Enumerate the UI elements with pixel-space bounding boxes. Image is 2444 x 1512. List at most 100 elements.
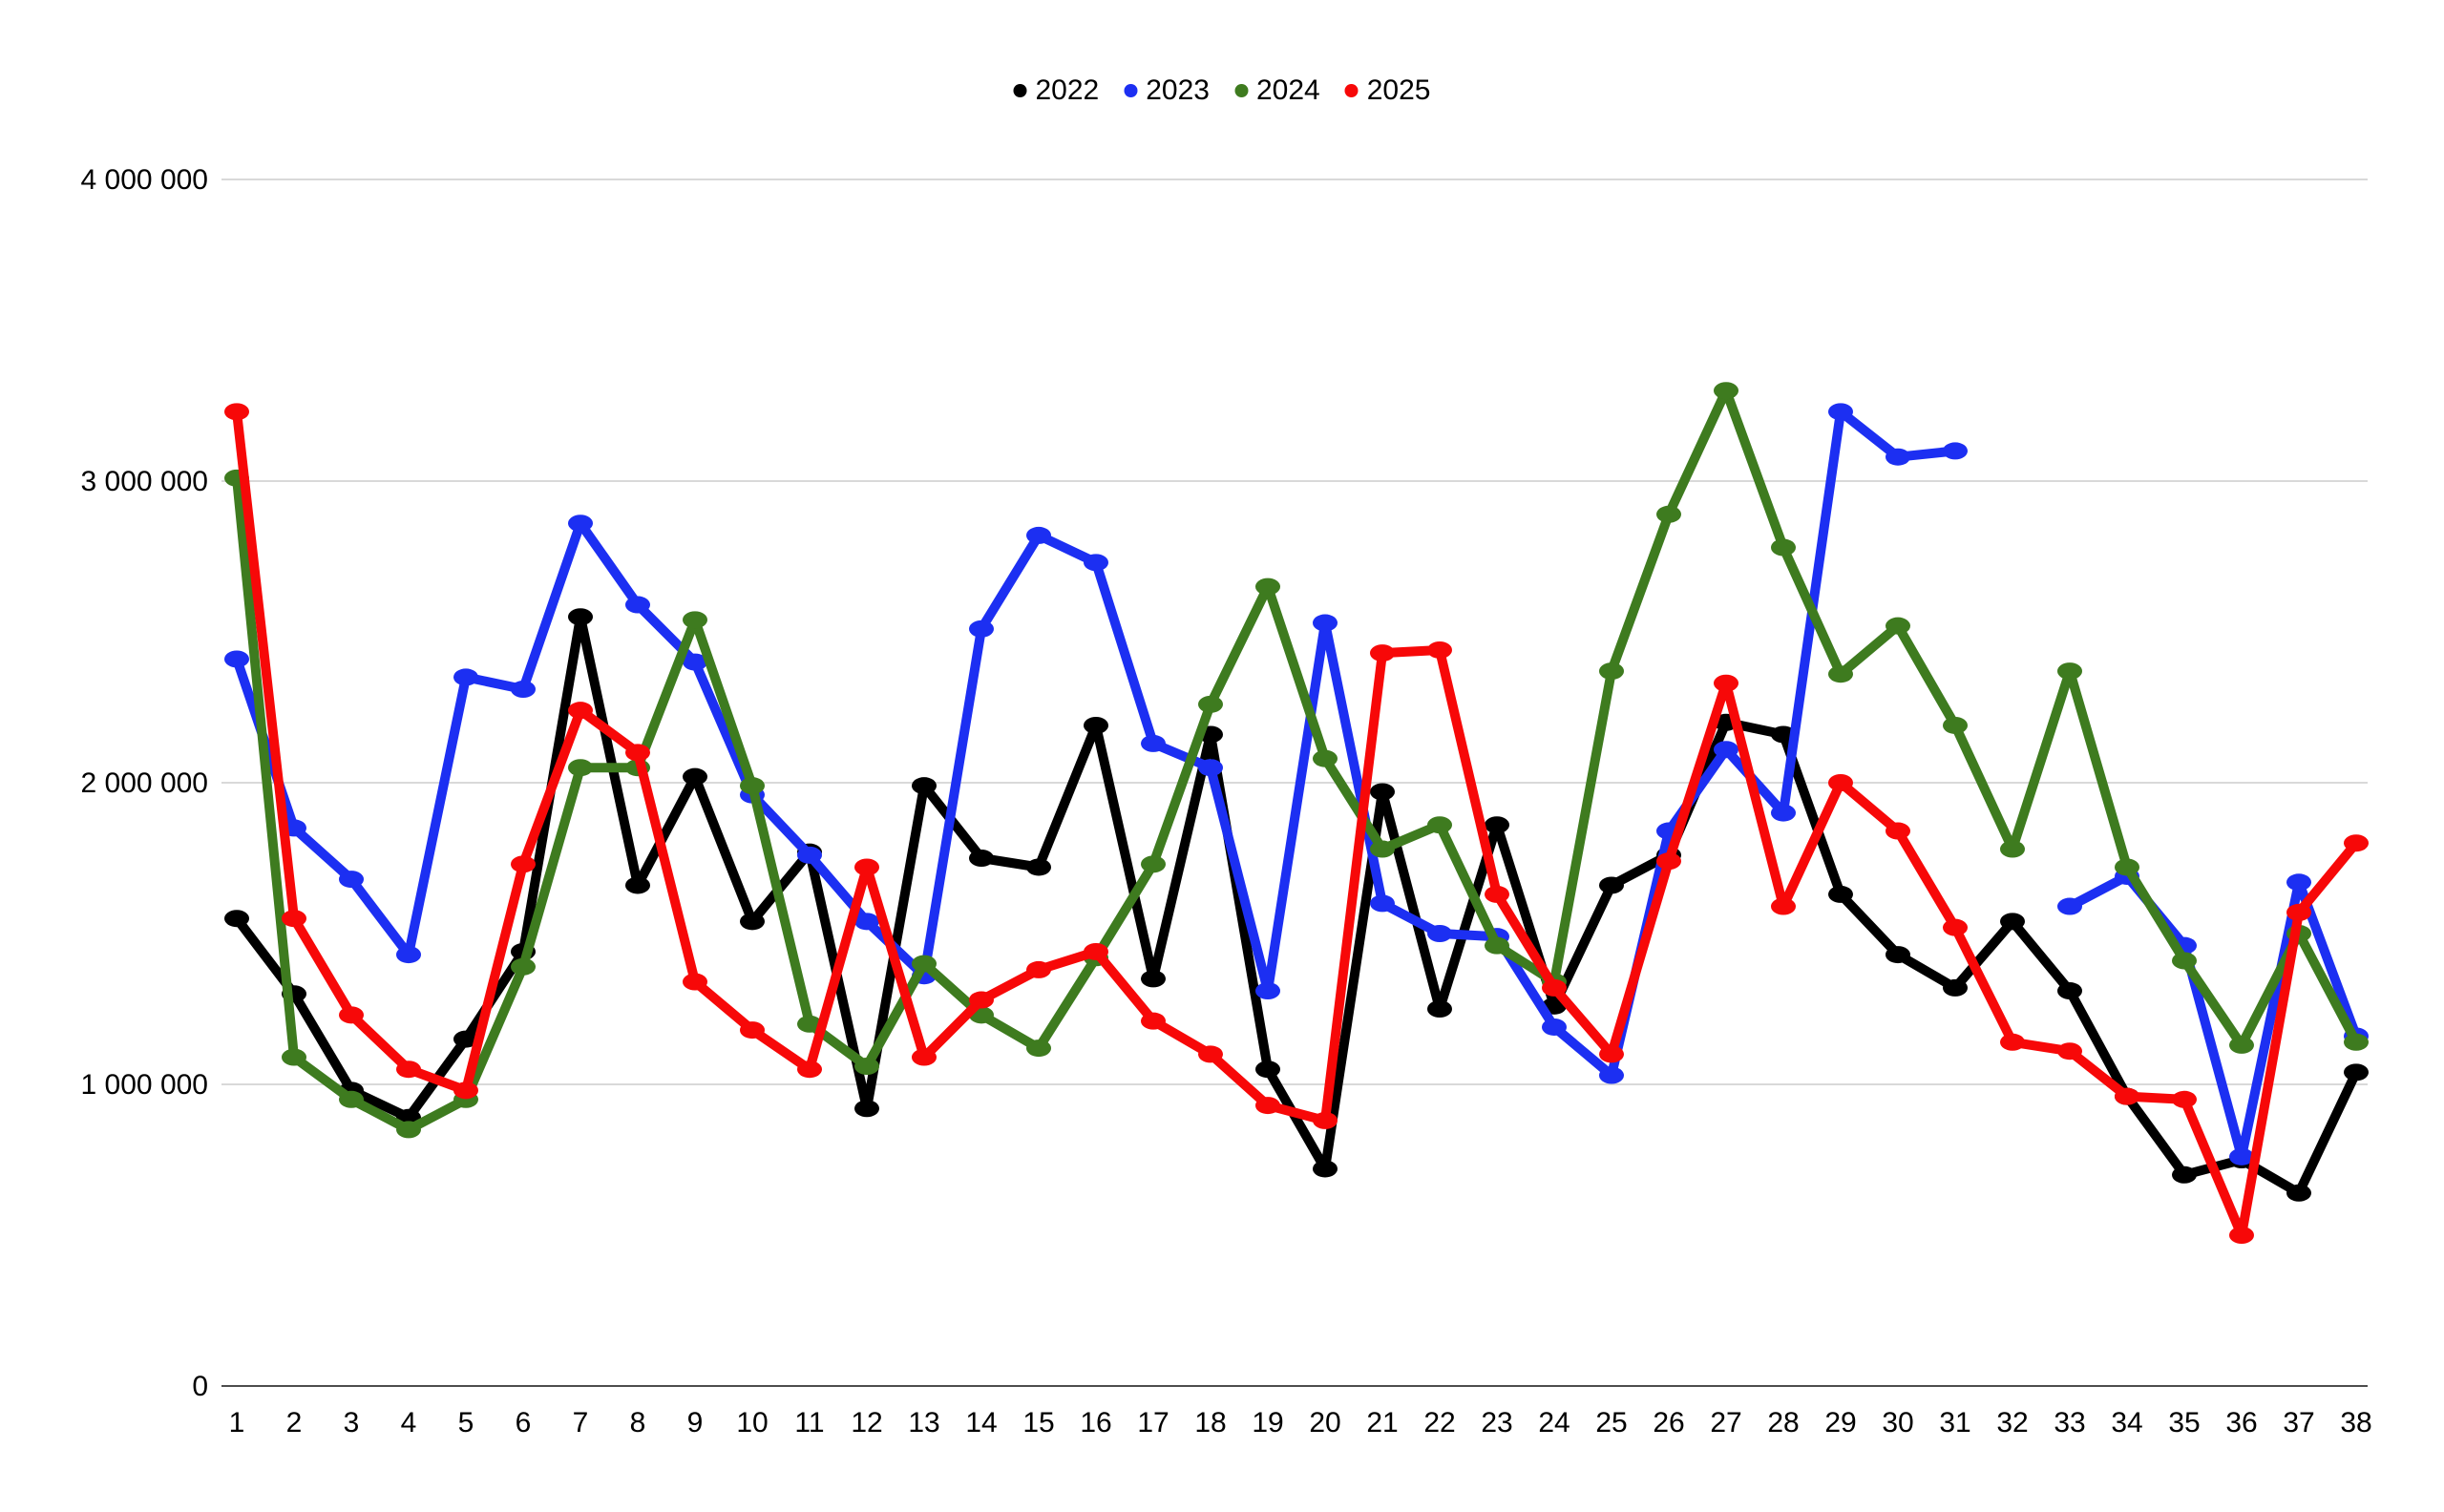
series-2024-point: [396, 1121, 421, 1139]
series-2022-point: [1026, 858, 1051, 876]
series-2024-point: [1255, 578, 1280, 596]
series-2025-point: [282, 910, 306, 928]
series-2022-point: [2172, 1166, 2197, 1184]
series-2024-point: [1656, 505, 1681, 523]
x-tick-label: 35: [2168, 1407, 2200, 1438]
series-2024-point: [1427, 816, 1452, 834]
series-2024-point: [2172, 952, 2197, 970]
legend-label: 2022: [1035, 74, 1100, 106]
x-tick-label: 9: [687, 1407, 704, 1438]
legend-dot-2025: [1344, 84, 1359, 97]
series-2022-point: [854, 1100, 879, 1118]
series-2023-point: [797, 846, 822, 864]
series-2022-point: [1084, 716, 1108, 734]
series-2024-point: [1485, 936, 1509, 955]
series-2023-point: [1255, 982, 1280, 1000]
legend-label: 2024: [1256, 74, 1320, 106]
series-2023-point: [2229, 1147, 2254, 1166]
series-2024-point: [1943, 716, 1968, 734]
series-2025-point: [1542, 978, 1567, 997]
series-2023-point: [511, 681, 536, 699]
series-2023-point: [1084, 554, 1108, 572]
series-2025-line: [232, 407, 2361, 1240]
series-2024-point: [1599, 662, 1624, 681]
series-2025-point: [1714, 674, 1738, 692]
x-tick-label: 16: [1080, 1407, 1111, 1438]
series-2024-point: [2000, 840, 2025, 858]
legend-item-2024: 2024: [1234, 74, 1320, 107]
series-2023-point: [683, 653, 707, 671]
x-tick-label: 7: [573, 1407, 589, 1438]
x-tick-label: 34: [2111, 1407, 2142, 1438]
series-2023-point: [1542, 1018, 1567, 1036]
series-2025-point: [683, 973, 707, 991]
series-2023-point: [2286, 873, 2311, 892]
series-2022-point: [224, 910, 249, 928]
series-2022-point: [1828, 885, 1853, 903]
series-2025-point: [1828, 774, 1853, 791]
series-2023-point: [224, 650, 249, 668]
legend-dot-2022: [1013, 84, 1027, 97]
legend-label: 2025: [1366, 74, 1431, 106]
series-2023-point: [854, 913, 879, 931]
series-2023-point: [1599, 1066, 1624, 1084]
x-tick-label: 13: [908, 1407, 939, 1438]
series-2024-point: [854, 1058, 879, 1076]
series-2025-point: [2115, 1087, 2139, 1105]
x-tick-label: 14: [965, 1407, 997, 1438]
series-2023-point: [969, 620, 994, 638]
x-tick-label: 29: [1824, 1407, 1856, 1438]
series-2025-point: [2344, 834, 2369, 852]
series-2023-point: [1771, 804, 1796, 822]
series-2022-point: [740, 913, 765, 931]
series-2025-point: [969, 991, 994, 1009]
series-2025-point: [339, 1006, 364, 1024]
series-2024-point: [339, 1090, 364, 1108]
series-2024-point: [511, 957, 536, 976]
series-2022-point: [683, 767, 707, 786]
series-2024-point: [683, 611, 707, 629]
y-tick-label: 0: [192, 1371, 208, 1402]
series-2024-point: [568, 759, 593, 777]
series-2023-point: [1141, 734, 1166, 752]
series-2025-point: [2057, 1042, 2082, 1060]
series-2024-point: [912, 955, 937, 973]
x-tick-label: 5: [458, 1407, 474, 1438]
series-2025-point: [625, 744, 650, 762]
series-2025-point: [1599, 1045, 1624, 1063]
series-2023-point: [1943, 442, 1968, 460]
series-2023-point: [1886, 448, 1910, 466]
series-2022-point: [969, 850, 994, 867]
x-tick-label: 3: [344, 1407, 360, 1438]
x-tick-label: 12: [851, 1407, 882, 1438]
series-2022-point: [1485, 816, 1509, 834]
x-tick-label: 31: [1939, 1407, 1970, 1438]
x-tick-label: 21: [1366, 1407, 1398, 1438]
legend-item-2023: 2023: [1124, 74, 1210, 107]
x-tick-label: 18: [1194, 1407, 1226, 1438]
series-2024-point: [1828, 665, 1853, 683]
series-2025-point: [1656, 852, 1681, 871]
series-2024-point: [2344, 1033, 2369, 1051]
series-2022-point: [568, 608, 593, 626]
series-2022-point: [1313, 1160, 1338, 1178]
series-2023-point: [1714, 741, 1738, 759]
series-2024-point: [1198, 695, 1223, 713]
x-tick-label: 19: [1252, 1407, 1283, 1438]
series-2024-point: [2115, 858, 2139, 876]
x-tick-label: 32: [1996, 1407, 2028, 1438]
series-2025-point: [1026, 960, 1051, 978]
x-tick-label: 2: [286, 1407, 303, 1438]
x-tick-label: 38: [2340, 1407, 2371, 1438]
series-2025-point: [1943, 918, 1968, 936]
x-tick-label: 28: [1767, 1407, 1799, 1438]
x-tick-label: 15: [1022, 1407, 1054, 1438]
series-2022-point: [625, 876, 650, 894]
series-2024-point: [1771, 538, 1796, 556]
series-2023-point: [625, 596, 650, 614]
series-2023-point: [1828, 403, 1853, 421]
series-2024-point: [1886, 617, 1910, 635]
y-tick-label: 1 000 000: [81, 1069, 208, 1101]
x-tick-label: 23: [1481, 1407, 1512, 1438]
